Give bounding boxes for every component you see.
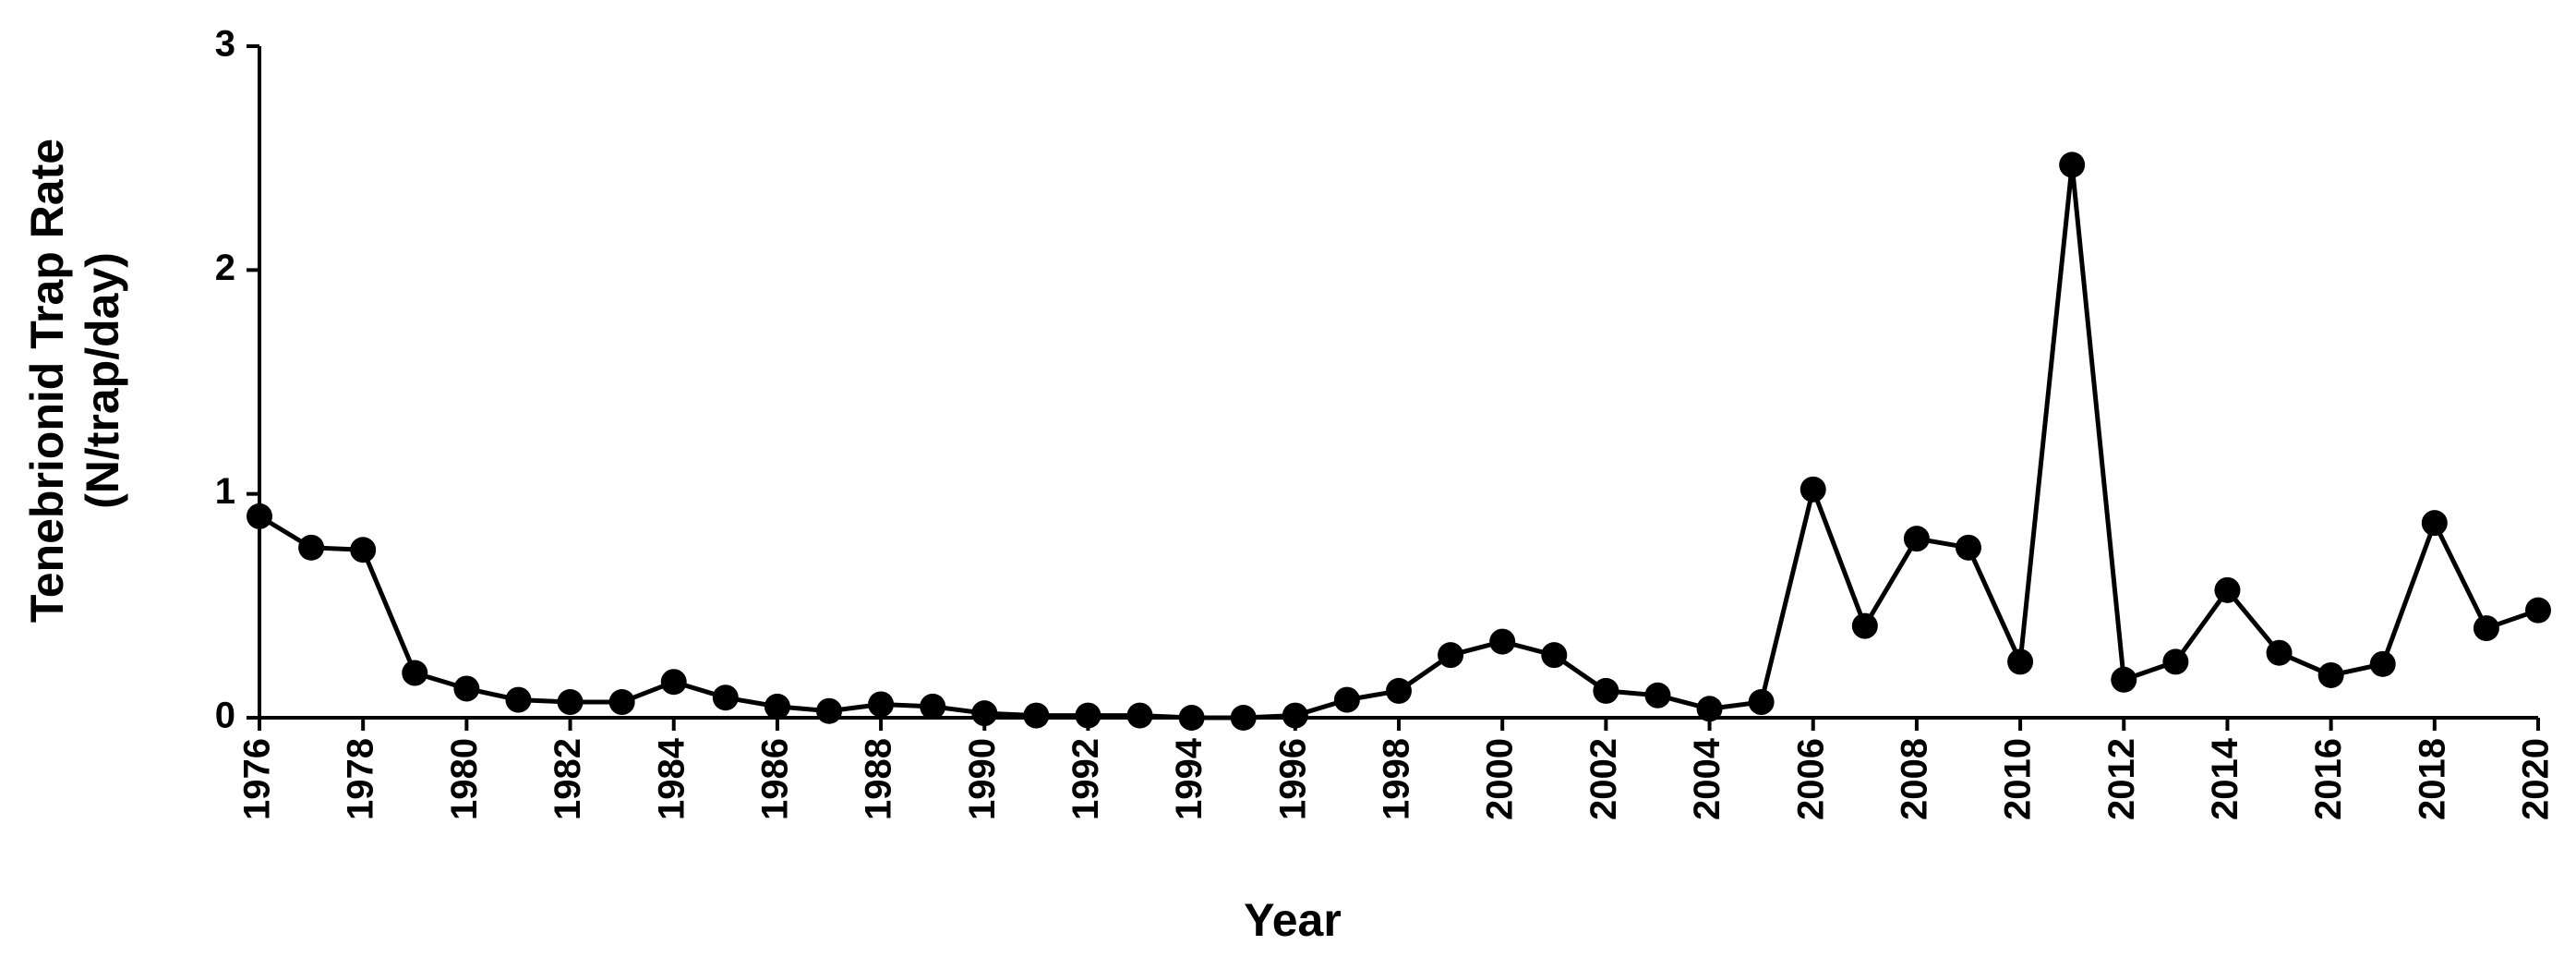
data-point [2007,648,2034,675]
data-point [1075,702,1101,729]
data-point [1748,689,1775,716]
data-point [350,537,377,563]
data-point [2214,576,2241,603]
x-tick-label: 1992 [1065,738,1106,820]
x-tick-label: 1982 [548,738,588,820]
x-tick-label: 1994 [1169,737,1210,820]
data-point [660,669,687,696]
data-point [2317,661,2344,688]
data-point [1178,705,1205,731]
data-point [1126,702,1153,729]
data-point [1438,642,1464,669]
x-axis-title: Year [1244,894,1342,946]
data-point [1333,686,1360,713]
data-point [1282,702,1308,729]
data-point [2421,510,2448,537]
x-tick-label: 2004 [1687,737,1727,820]
data-point [816,697,842,724]
data-point [1230,705,1257,731]
y-axis-title: Tenebrionid Trap Rate [21,139,73,623]
data-point [1489,628,1516,655]
data-point [1386,677,1412,704]
x-tick-label: 2006 [1790,738,1831,820]
x-tick-label: 1984 [651,737,692,820]
x-tick-label: 1990 [962,738,1003,820]
data-point [1696,696,1723,722]
data-point [505,686,532,713]
x-tick-label: 1976 [237,738,278,820]
y-tick-label: 0 [215,696,235,736]
x-tick-label: 1980 [444,738,485,820]
data-point [1593,677,1619,704]
data-point [1023,702,1050,729]
data-point [557,689,584,716]
x-tick-label: 2002 [1583,738,1624,820]
x-tick-label: 1988 [859,738,899,820]
x-tick-label: 1998 [1377,738,1417,820]
data-point [2111,666,2137,693]
data-line [258,164,2539,721]
data-point [712,684,739,711]
x-tick-label: 2012 [2101,738,2142,820]
x-tick-label: 1996 [1272,738,1313,820]
data-point [298,534,325,561]
x-tick-label: 2000 [1480,738,1521,820]
data-point [764,693,790,720]
y-axis-title: (N/trap/day) [77,252,128,509]
data-point [868,691,895,718]
y-tick-label: 1 [215,471,235,512]
data-point [2162,648,2189,675]
x-tick-label: 2016 [2308,738,2349,820]
x-tick-label: 1978 [341,738,381,820]
data-point [453,675,480,702]
x-tick-label: 2010 [1998,738,2039,820]
data-point [971,700,998,727]
data-point [2369,650,2396,677]
data-point [1851,612,1878,639]
data-point [2525,597,2551,624]
x-tick-label: 2018 [2412,738,2452,820]
x-tick-label: 2008 [1894,738,1934,820]
data-point [1956,534,1981,561]
data-point [1903,526,1930,552]
y-tick-label: 2 [215,248,235,288]
data-point [1644,682,1671,709]
data-point [2266,639,2293,666]
x-tick-label: 2020 [2516,738,2557,820]
data-point [402,660,428,686]
data-point [2473,615,2499,642]
data-point [608,689,635,716]
data-point [920,693,946,720]
x-tick-label: 1986 [754,738,795,820]
y-axis-title-group: Tenebrionid Trap Rate (N/trap/day) [21,139,128,623]
y-tick-label: 3 [215,24,235,65]
data-point [2059,151,2086,178]
data-point [1800,476,1826,503]
data-point [247,503,272,529]
x-tick-label: 2014 [2205,737,2245,820]
data-point [1541,642,1568,669]
